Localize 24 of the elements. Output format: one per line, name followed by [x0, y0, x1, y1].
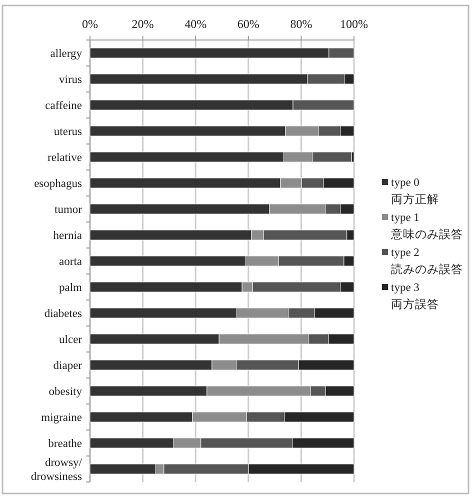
legend-label: type 3 両方誤答 [391, 282, 439, 311]
x-tick-label: 0% [82, 17, 98, 31]
x-tick-label: 80% [290, 17, 312, 31]
y-tick-label: uterus [54, 126, 83, 138]
y-tick-label: diabetes [44, 308, 83, 320]
x-tick-label: 20% [132, 17, 154, 31]
y-tick-label: obesity [48, 386, 82, 398]
y-tick-label: migraine [41, 412, 82, 424]
y-tick-label: tumor [54, 204, 82, 216]
y-tick-label: breathe [48, 438, 82, 450]
y-tick-label: hernia [53, 230, 82, 242]
y-tick-label: drowsy/ drowsiness [30, 457, 83, 483]
y-tick-label: allergy [50, 48, 82, 60]
x-tick-label: 60% [237, 17, 260, 31]
y-tick-label: caffeine [45, 100, 82, 112]
y-tick-label: diaper [53, 360, 82, 372]
y-tick-label: relative [48, 152, 82, 164]
y-tick-label: ulcer [59, 334, 82, 346]
x-tick-label: 40% [184, 17, 207, 31]
y-tick-label: palm [59, 282, 82, 294]
y-tick-label: virus [59, 74, 83, 86]
y-tick-label: aorta [59, 256, 82, 268]
x-tick-label: 100% [340, 17, 368, 31]
y-tick-label: esophagus [34, 178, 83, 190]
